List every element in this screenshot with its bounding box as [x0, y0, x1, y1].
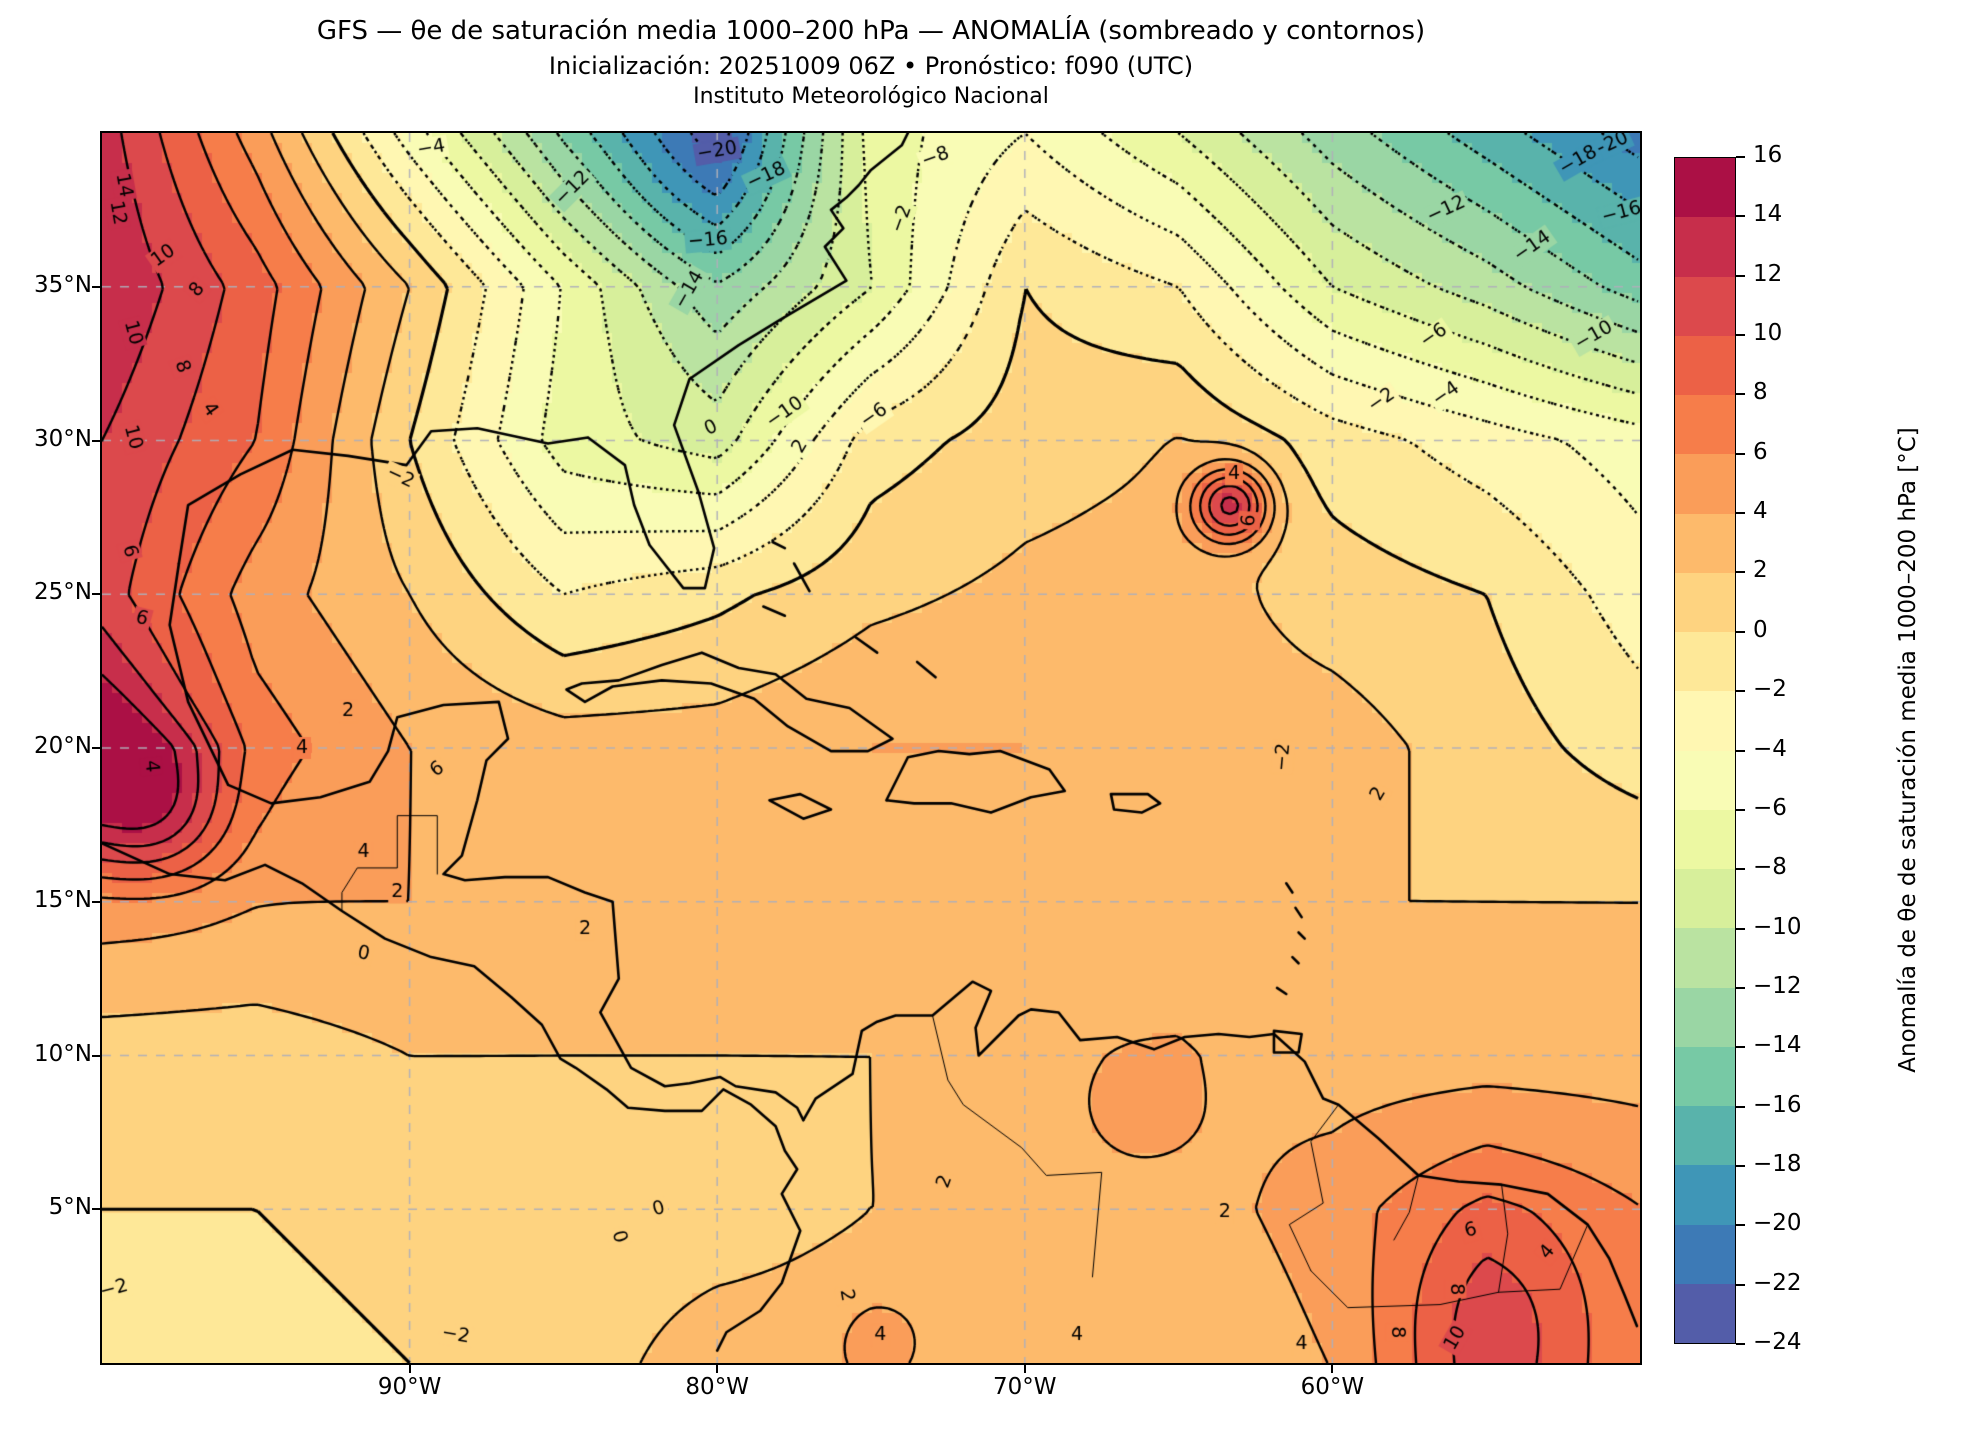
colorbar-tick-mark — [1736, 452, 1745, 455]
colorbar-tick-label: 16 — [1753, 142, 1783, 168]
colorbar-tick-mark — [1736, 690, 1745, 693]
y-tick-mark — [92, 439, 102, 442]
colorbar-tick-label: 12 — [1753, 260, 1783, 287]
y-tick-mark — [92, 285, 102, 288]
colorbar-tick-mark — [1736, 808, 1745, 811]
colorbar-tick-mark — [1736, 749, 1745, 752]
y-tick-mark — [92, 1208, 102, 1211]
colorbar-tick-mark — [1736, 986, 1745, 989]
colorbar-tick-label: −6 — [1753, 794, 1787, 821]
colorbar-tick-label: −4 — [1753, 735, 1787, 762]
y-tick-label-35: 35°N — [34, 271, 92, 298]
colorbar-tick-label: −8 — [1753, 854, 1787, 881]
colorbar-segment — [1675, 1283, 1735, 1343]
colorbar-segment — [1675, 632, 1735, 692]
colorbar-tick-mark — [1736, 393, 1745, 396]
colorbar-tick-mark — [1736, 1105, 1745, 1108]
colorbar-segment — [1675, 454, 1735, 514]
colorbar-segment — [1675, 1224, 1735, 1284]
colorbar-axis-label: Anomalía de θe de saturación media 1000–… — [1895, 427, 1921, 1073]
colorbar-segment — [1675, 928, 1735, 988]
y-tick-label-5: 5°N — [48, 1194, 92, 1221]
colorbar-tick-label: −16 — [1753, 1091, 1802, 1118]
colorbar-segment — [1675, 809, 1735, 869]
colorbar-tick-mark — [1736, 1224, 1745, 1227]
y-tick-label-15: 15°N — [34, 886, 92, 913]
y-tick-mark — [92, 747, 102, 749]
chart-title: GFS — θe de saturación media 1000–200 hP… — [316, 16, 1426, 46]
colorbar-tick-mark — [1736, 571, 1745, 574]
colorbar-tick-label: −2 — [1753, 676, 1787, 703]
anomaly-map-canvas — [102, 133, 1640, 1363]
colorbar-segment — [1675, 691, 1735, 751]
colorbar-segment — [1675, 987, 1735, 1047]
colorbar-tick-label: −18 — [1753, 1150, 1802, 1177]
x-tick-mark — [1023, 1363, 1026, 1373]
chart-subtitle-init-forecast: Inicialización: 20251009 06Z • Pronóstic… — [548, 52, 1194, 80]
colorbar-tick-label: −24 — [1753, 1329, 1802, 1355]
colorbar-tick-mark — [1736, 274, 1745, 277]
colorbar-tick-label: 4 — [1753, 498, 1768, 525]
y-tick-label-30: 30°N — [34, 425, 92, 452]
x-tick-mark — [408, 1363, 411, 1373]
colorbar-segment — [1675, 750, 1735, 810]
colorbar-tick-label: −22 — [1753, 1269, 1802, 1296]
colorbar-tick-label: 2 — [1753, 557, 1768, 584]
colorbar-segment — [1675, 1046, 1735, 1106]
colorbar-tick-mark — [1736, 630, 1745, 633]
colorbar-tick-mark — [1736, 927, 1745, 930]
colorbar — [1674, 157, 1736, 1344]
colorbar-tick-label: 6 — [1753, 438, 1768, 465]
colorbar-segment — [1675, 513, 1735, 573]
colorbar-tick-label: 14 — [1753, 201, 1783, 228]
colorbar-tick-label: −20 — [1753, 1210, 1802, 1237]
x-tick-label-70W: 70°W — [993, 1374, 1057, 1400]
y-tick-mark — [92, 900, 102, 903]
colorbar-tick-label: 10 — [1753, 320, 1783, 347]
colorbar-tick-mark — [1736, 334, 1745, 337]
colorbar-tick-mark — [1736, 1046, 1745, 1049]
colorbar-segment — [1675, 335, 1735, 395]
colorbar-tick-label: −14 — [1753, 1032, 1802, 1059]
colorbar-tick-label: 0 — [1753, 616, 1768, 643]
colorbar-segment — [1675, 572, 1735, 632]
x-tick-label-80W: 80°W — [685, 1374, 749, 1400]
y-tick-label-20: 20°N — [34, 733, 92, 759]
colorbar-tick-mark — [1736, 868, 1745, 871]
y-tick-label-25: 25°N — [34, 579, 92, 606]
colorbar-tick-mark — [1736, 512, 1745, 515]
colorbar-tick-label: 8 — [1753, 379, 1768, 406]
colorbar-tick-mark — [1736, 215, 1745, 218]
colorbar-segment — [1675, 158, 1735, 218]
colorbar-tick-mark — [1736, 1283, 1745, 1286]
colorbar-tick-label: −10 — [1753, 913, 1802, 940]
x-tick-label-90W: 90°W — [377, 1374, 442, 1400]
colorbar-segment — [1675, 395, 1735, 455]
colorbar-tick-mark — [1736, 156, 1745, 158]
colorbar-segment — [1675, 869, 1735, 929]
y-tick-mark — [92, 593, 102, 596]
colorbar-tick-mark — [1736, 1343, 1745, 1345]
x-tick-label-60W: 60°W — [1300, 1374, 1365, 1400]
x-tick-mark — [1331, 1363, 1334, 1373]
colorbar-segment — [1675, 276, 1735, 336]
x-tick-mark — [716, 1363, 719, 1373]
y-tick-label-10: 10°N — [34, 1040, 92, 1067]
colorbar-segment — [1675, 1165, 1735, 1225]
plot-border — [100, 131, 1642, 1365]
colorbar-segment — [1675, 217, 1735, 277]
colorbar-tick-mark — [1736, 1164, 1745, 1167]
colorbar-segment — [1675, 1106, 1735, 1166]
y-tick-mark — [92, 1054, 102, 1057]
chart-source: Instituto Meteorológico Nacional — [693, 84, 1049, 109]
colorbar-tick-label: −12 — [1753, 972, 1802, 999]
